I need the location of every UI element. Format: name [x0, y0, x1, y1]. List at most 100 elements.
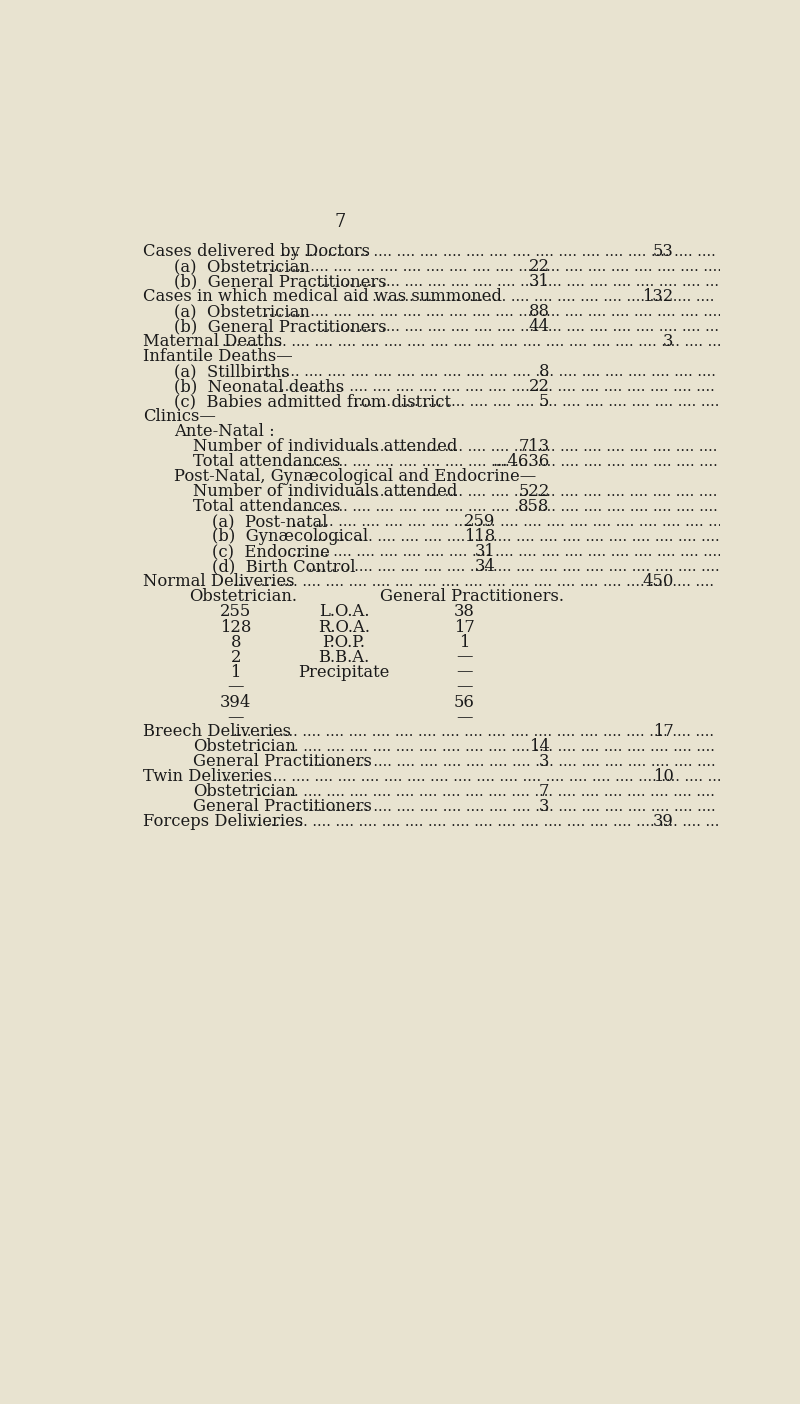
Text: 255: 255: [220, 604, 251, 621]
Text: —: —: [227, 709, 244, 726]
Text: 713: 713: [518, 438, 550, 455]
Text: R.O.A.: R.O.A.: [318, 619, 370, 636]
Text: Twin Deliveries: Twin Deliveries: [142, 768, 271, 785]
Text: .... .... .... .... .... .... .... .... .... .... .... .... .... .... .... .... : .... .... .... .... .... .... .... .... …: [352, 484, 800, 498]
Text: (b)  Neonatal deaths: (b) Neonatal deaths: [174, 378, 344, 396]
Text: 56: 56: [454, 694, 474, 710]
Text: 118: 118: [464, 528, 495, 545]
Text: Clinics—: Clinics—: [142, 409, 215, 425]
Text: Forceps Delivieries: Forceps Delivieries: [142, 813, 303, 830]
Text: 88: 88: [529, 303, 550, 320]
Text: .... .... .... .... .... .... .... .... .... .... .... .... .... .... .... .... : .... .... .... .... .... .... .... .... …: [304, 800, 800, 814]
Text: .... .... .... .... .... .... .... .... .... .... .... .... .... .... .... .... : .... .... .... .... .... .... .... .... …: [352, 439, 800, 453]
Text: 34: 34: [474, 559, 495, 576]
Text: .... .... .... .... .... .... .... .... .... .... .... .... .... .... .... .... : .... .... .... .... .... .... .... .... …: [280, 379, 800, 393]
Text: (a)  Obstetrician: (a) Obstetrician: [174, 258, 310, 275]
Text: Post-Natal, Gynæcological and Endocrine—: Post-Natal, Gynæcological and Endocrine—: [174, 469, 536, 486]
Text: (a)  Post-natal: (a) Post-natal: [212, 514, 328, 531]
Text: 17: 17: [454, 619, 474, 636]
Text: Obstetrician: Obstetrician: [193, 739, 296, 755]
Text: —: —: [456, 678, 473, 695]
Text: .... .... .... .... .... .... .... .... .... .... .... .... .... .... .... .... : .... .... .... .... .... .... .... .... …: [233, 724, 800, 739]
Text: General Practitioners.: General Practitioners.: [380, 588, 564, 605]
Text: 17: 17: [653, 723, 674, 740]
Text: .... .... .... .... .... .... .... .... .... .... .... .... .... .... .... .... : .... .... .... .... .... .... .... .... …: [304, 755, 800, 769]
Text: General Practitioners: General Practitioners: [193, 799, 372, 816]
Text: .... .... .... .... .... .... .... .... .... .... .... .... .... .... .... .... : .... .... .... .... .... .... .... .... …: [257, 740, 800, 754]
Text: (b)  Gynæcological: (b) Gynæcological: [212, 528, 369, 545]
Text: 858: 858: [518, 498, 550, 515]
Text: .... .... .... .... .... .... .... .... .... .... .... .... .... .... .... .... : .... .... .... .... .... .... .... .... …: [283, 500, 800, 514]
Text: 8: 8: [230, 633, 241, 650]
Text: .... .... .... .... .... .... .... .... .... .... .... .... .... .... .... .... : .... .... .... .... .... .... .... .... …: [233, 576, 800, 588]
Text: L.O.A.: L.O.A.: [319, 604, 370, 621]
Text: .... .... .... .... .... .... .... .... .... .... .... .... .... .... .... .... : .... .... .... .... .... .... .... .... …: [311, 275, 800, 289]
Text: 53: 53: [653, 243, 674, 260]
Text: 7: 7: [539, 783, 550, 800]
Text: 7: 7: [334, 213, 346, 232]
Text: General Practitioners: General Practitioners: [193, 754, 372, 771]
Text: 31: 31: [529, 274, 550, 291]
Text: .... .... .... .... .... .... .... .... .... .... .... .... .... .... .... .... : .... .... .... .... .... .... .... .... …: [354, 395, 800, 409]
Text: 450: 450: [642, 573, 674, 591]
Text: (c)  Babies admitted from district: (c) Babies admitted from district: [174, 393, 450, 410]
Text: —: —: [227, 678, 244, 695]
Text: Maternal Deaths: Maternal Deaths: [142, 333, 282, 350]
Text: .... .... .... .... .... .... .... .... .... .... .... .... .... .... .... .... : .... .... .... .... .... .... .... .... …: [264, 305, 800, 319]
Text: Total attendances: Total attendances: [193, 453, 340, 470]
Text: .... .... .... .... .... .... .... .... .... .... .... .... .... .... .... .... : .... .... .... .... .... .... .... .... …: [292, 515, 800, 529]
Text: .... .... .... .... .... .... .... .... .... .... .... .... .... .... .... .... : .... .... .... .... .... .... .... .... …: [281, 244, 800, 258]
Text: 22: 22: [529, 378, 550, 396]
Text: 3: 3: [539, 799, 550, 816]
Text: .... .... .... .... .... .... .... .... .... .... .... .... .... .... .... .... : .... .... .... .... .... .... .... .... …: [264, 260, 800, 274]
Text: 259: 259: [464, 514, 495, 531]
Text: Obstetrician.: Obstetrician.: [190, 588, 298, 605]
Text: .... .... .... .... .... .... .... .... .... .... .... .... .... .... .... .... : .... .... .... .... .... .... .... .... …: [308, 560, 800, 574]
Text: (c)  Endocrine: (c) Endocrine: [212, 543, 330, 560]
Text: Infantile Deaths—: Infantile Deaths—: [142, 348, 292, 365]
Text: B.B.A.: B.B.A.: [318, 649, 370, 665]
Text: 44: 44: [529, 319, 550, 336]
Text: (a)  Stillbirths: (a) Stillbirths: [174, 364, 289, 380]
Text: .... .... .... .... .... .... .... .... .... .... .... .... .... .... .... .... : .... .... .... .... .... .... .... .... …: [257, 785, 800, 799]
Text: P.O.P.: P.O.P.: [322, 633, 366, 650]
Text: (a)  Obstetrician: (a) Obstetrician: [174, 303, 310, 320]
Text: 31: 31: [474, 543, 495, 560]
Text: .... .... .... .... .... .... .... .... .... .... .... .... .... .... .... .... : .... .... .... .... .... .... .... .... …: [222, 769, 800, 783]
Text: Number of individuals attended: Number of individuals attended: [193, 483, 458, 500]
Text: Cases in which medical aid was summoned: Cases in which medical aid was summoned: [142, 288, 502, 305]
Text: (d)  Birth Control: (d) Birth Control: [212, 559, 356, 576]
Text: .... .... .... .... .... .... .... .... .... .... .... .... .... .... .... .... : .... .... .... .... .... .... .... .... …: [243, 814, 800, 828]
Text: 5: 5: [539, 393, 550, 410]
Text: 2: 2: [230, 649, 241, 665]
Text: .... .... .... .... .... .... .... .... .... .... .... .... .... .... .... .... : .... .... .... .... .... .... .... .... …: [311, 320, 800, 334]
Text: 522: 522: [518, 483, 550, 500]
Text: .... .... .... .... .... .... .... .... .... .... .... .... .... .... .... .... : .... .... .... .... .... .... .... .... …: [283, 455, 800, 469]
Text: 394: 394: [220, 694, 251, 710]
Text: 128: 128: [220, 619, 251, 636]
Text: 1: 1: [230, 664, 241, 681]
Text: .... .... .... .... .... .... .... .... .... .... .... .... .... .... .... .... : .... .... .... .... .... .... .... .... …: [308, 529, 800, 543]
Text: 8: 8: [539, 364, 550, 380]
Text: .... .... .... .... .... .... .... .... .... .... .... .... .... .... .... .... : .... .... .... .... .... .... .... .... …: [350, 289, 800, 303]
Text: 39: 39: [653, 813, 674, 830]
Text: 10: 10: [653, 768, 674, 785]
Text: 3: 3: [539, 754, 550, 771]
Text: Breech Deliveries: Breech Deliveries: [142, 723, 290, 740]
Text: —: —: [456, 709, 473, 726]
Text: ...4636: ...4636: [492, 453, 550, 470]
Text: —: —: [456, 664, 473, 681]
Text: (b)  General Practitioners: (b) General Practitioners: [174, 274, 386, 291]
Text: 14: 14: [529, 739, 550, 755]
Text: .... .... .... .... .... .... .... .... .... .... .... .... .... .... .... .... : .... .... .... .... .... .... .... .... …: [258, 365, 800, 379]
Text: Obstetrician: Obstetrician: [193, 783, 296, 800]
Text: .... .... .... .... .... .... .... .... .... .... .... .... .... .... .... .... : .... .... .... .... .... .... .... .... …: [222, 334, 800, 348]
Text: (b)  General Practitioners: (b) General Practitioners: [174, 319, 386, 336]
Text: Cases delivered by Doctors: Cases delivered by Doctors: [142, 243, 370, 260]
Text: 38: 38: [454, 604, 474, 621]
Text: Precipitate: Precipitate: [298, 664, 390, 681]
Text: Number of individuals attended: Number of individuals attended: [193, 438, 458, 455]
Text: 22: 22: [529, 258, 550, 275]
Text: 132: 132: [642, 288, 674, 305]
Text: 3: 3: [663, 333, 674, 350]
